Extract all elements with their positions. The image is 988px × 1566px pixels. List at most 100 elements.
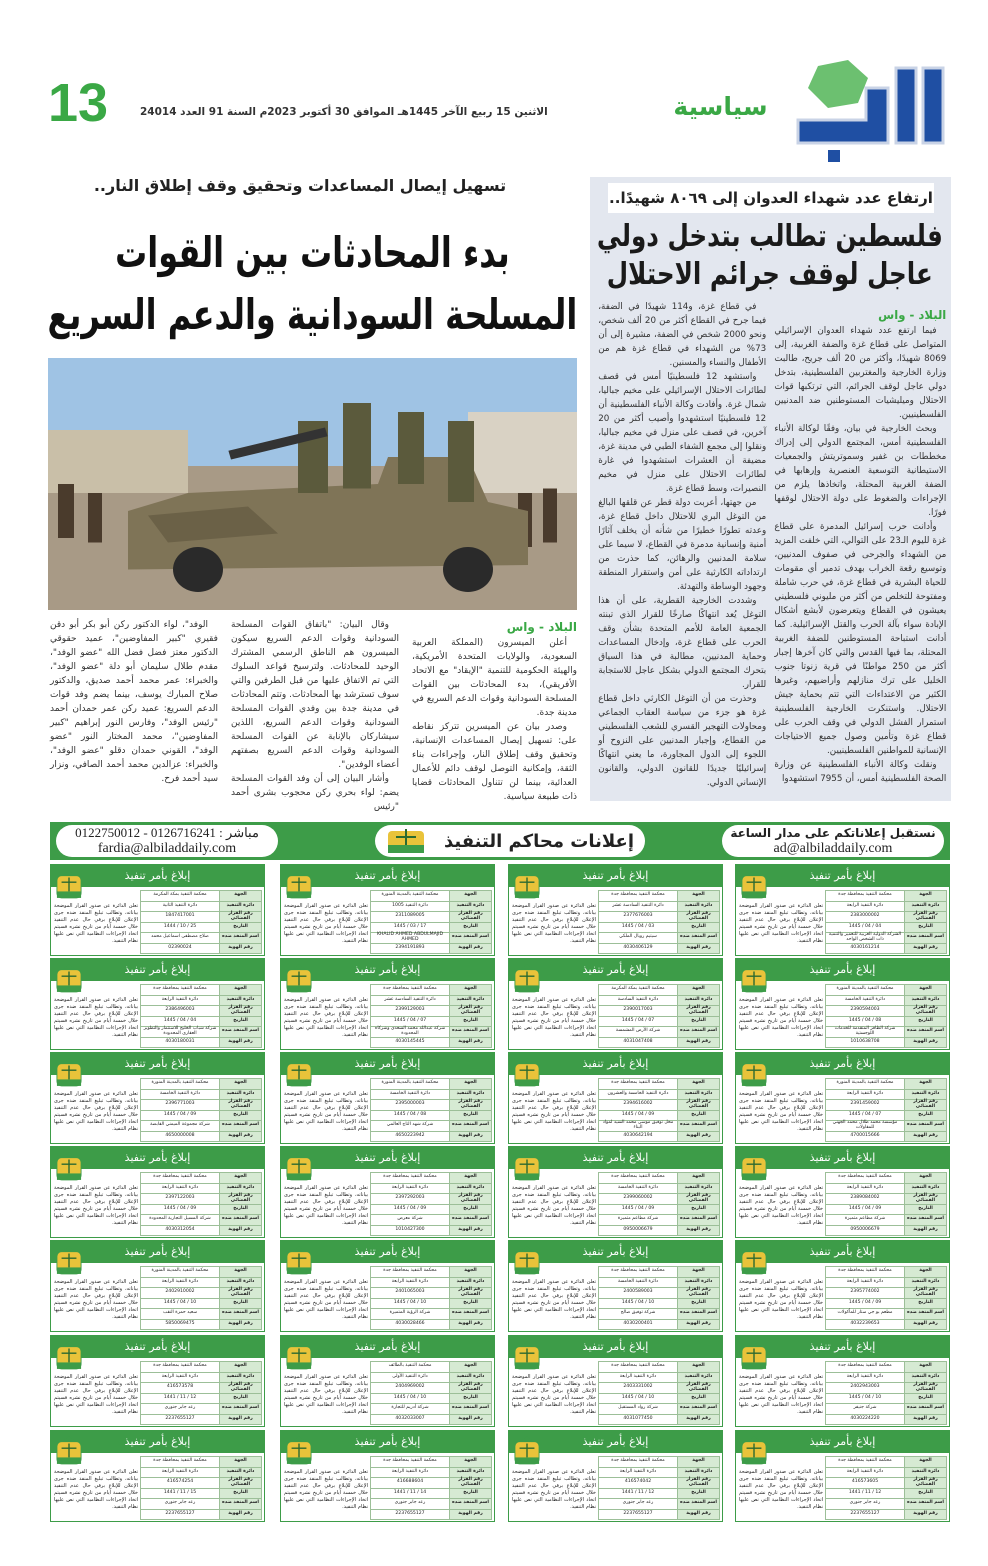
paragraph: الوفد"، لواء الدكتور ركن أبو بكر أبو دقن… xyxy=(50,620,218,784)
ad-notice: تعلن الدائرة عن صدور القرار الموضحة بيان… xyxy=(284,1091,368,1143)
ad-field-label: رقم القرار القضائي xyxy=(219,1005,262,1017)
ad-row: التاريخ 10 / 04 / 1445 xyxy=(140,1297,262,1310)
ad-field-value: 10 / 04 / 1445 xyxy=(140,1297,220,1310)
execution-notice-ad: إبلاغ بأمر تنفيذ تعلن الدائرة عن صدور ال… xyxy=(508,1240,723,1332)
ad-field-value: صلاح مصطفى اسماعيل محمد xyxy=(140,932,220,944)
ad-field-value: محكمة التنفيذ بمحافظة جدة xyxy=(140,1172,220,1184)
ad-row: الجهة محكمة التنفيذ بمحافظة جدة xyxy=(598,1078,720,1090)
ad-field-label: التاريخ xyxy=(904,921,947,934)
ad-field-label: اسم المنفذ ضده xyxy=(677,1403,720,1415)
ad-field-label: دائرة التنفيذ xyxy=(219,1088,262,1100)
ad-details-table: الجهة محكمة التنفيذ بمحافظة جدة دائرة التن… xyxy=(825,1266,947,1331)
ad-details-table: الجهة محكمة التنفيذ بمحافظة جدة دائرة التن… xyxy=(825,1172,947,1237)
ad-field-value: دائرة التنفيذ الرابعة xyxy=(825,1182,905,1194)
ad-notice-text: تعلن الدائرة عن صدور القرار الموضحة بيان… xyxy=(739,997,823,1038)
ad-field-value: دائرة التنفيذ الرابعة xyxy=(825,900,905,912)
ad-field-value: 2394616002 xyxy=(598,1099,678,1111)
ad-field-value: 2386496003 xyxy=(140,1005,220,1017)
ad-field-label: التاريخ xyxy=(219,1487,262,1500)
ad-row: اسم المنفذ ضده رعد جابر جنوري xyxy=(825,1498,947,1510)
court-emblem-icon xyxy=(56,1341,82,1370)
ad-field-value: 09 / 04 / 1445 xyxy=(140,1203,220,1216)
ad-row: اسم المنفذ ضده شركة توفيق صالح xyxy=(598,1308,720,1320)
ad-row: الجهة محكمة التنفيذ بمحافظة جدة xyxy=(825,1266,947,1278)
ad-field-value: دائرة التنفيذ الرابعة xyxy=(825,1088,905,1100)
ad-row: اسم المنفذ ضده KHALID AHMED ABDULMAJID AH… xyxy=(370,932,492,944)
ad-field-label: الجهة xyxy=(219,890,262,902)
ad-field-value: محكمة التنفيذ بمحافظة جدة xyxy=(598,1361,678,1373)
ad-row: رقم الهوية 4650000008 xyxy=(140,1130,262,1143)
ad-field-value: 03 / 04 / 1445 xyxy=(598,921,678,934)
ad-field-label: دائرة التنفيذ xyxy=(677,1466,720,1478)
ad-details-table: الجهة محكمة التنفيذ بالمدينة المنورة دائرة… xyxy=(140,1078,262,1143)
ad-field-label: رقم القرار القضائي xyxy=(677,1287,720,1299)
ad-field-value: محكمة التنفيذ بمحافظة جدة xyxy=(370,1266,450,1278)
ad-row: دائرة التنفيذ دائرة التنفيذ الرابعة xyxy=(140,1371,262,1383)
ad-row: دائرة التنفيذ دائرة التنفيذ الخامسة xyxy=(598,1182,720,1194)
ad-row: رقم القرار القضائي 2386496003 xyxy=(140,1005,262,1017)
execution-notice-ad: إبلاغ بأمر تنفيذ تعلن الدائرة عن صدور ال… xyxy=(280,1240,495,1332)
ad-notice: تعلن الدائرة عن صدور القرار الموضحة بيان… xyxy=(512,1185,596,1237)
ad-field-label: دائرة التنفيذ xyxy=(449,1182,492,1194)
ad-row: رقم الهوية 2237655127 xyxy=(140,1508,262,1521)
ad-field-value: 12 / 11 / 1441 xyxy=(825,1487,905,1500)
ads-email[interactable]: fardia@albiladdaily.com xyxy=(97,841,237,856)
ad-row: اسم المنفذ ضده رعد جابر جنوري xyxy=(598,1498,720,1510)
ad-field-value: دائرة التنفيذ السادسة xyxy=(598,994,678,1006)
court-emblem-icon xyxy=(514,1152,540,1181)
ad-notice: تعلن الدائرة عن صدور القرار الموضحة بيان… xyxy=(54,1374,138,1426)
ad-field-label: دائرة التنفيذ xyxy=(904,1466,947,1478)
column-inner: الوفد"، لواء الدكتور ركن أبو بكر أبو دقن… xyxy=(50,618,218,786)
right-article-panel xyxy=(590,177,951,801)
ad-title: إبلاغ بأمر تنفيذ xyxy=(509,1053,722,1075)
right-article-kicker-text: ارتفاع عدد شهداء العدوان إلى ٨٠٦٩ شهيدًا… xyxy=(609,189,933,207)
ad-field-label: الجهة xyxy=(449,1456,492,1468)
ad-title: إبلاغ بأمر تنفيذ xyxy=(736,1431,949,1453)
ad-field-value: دائرة التنفيذ الرابعة xyxy=(140,1276,220,1288)
ad-field-value: محل توفيق موسى محمد السيد لمواد البناء xyxy=(598,1120,678,1132)
ad-field-label: التاريخ xyxy=(219,1392,262,1405)
court-emblem-icon xyxy=(56,964,82,993)
ad-row: رقم القرار القضائي 2311089005 xyxy=(370,911,492,923)
right-article-kicker: ارتفاع عدد شهداء العدوان إلى ٨٠٦٩ شهيدًا… xyxy=(608,183,934,213)
ad-field-label: اسم المنفذ ضده xyxy=(904,1026,947,1038)
right-article-headline: فلسطين تطالب بتدخل دولي عاجل لوقف جرائم … xyxy=(595,218,945,296)
ad-field-value: شركة الأرض المشمسة xyxy=(598,1026,678,1038)
ad-title: إبلاغ بأمر تنفيذ xyxy=(736,865,949,887)
ad-field-value: شركة مطاعم متميزة xyxy=(825,1214,905,1226)
ad-details-table: الجهة محكمة التنفيذ بمحافظة جدة دائرة التن… xyxy=(140,1361,262,1426)
ad-field-label: دائرة التنفيذ xyxy=(219,1276,262,1288)
ad-field-label: رقم القرار القضائي xyxy=(904,1477,947,1489)
execution-notice-ad: إبلاغ بأمر تنفيذ تعلن الدائرة عن صدور ال… xyxy=(280,1146,495,1238)
ad-field-label: التاريخ xyxy=(449,1392,492,1405)
ad-field-label: اسم المنفذ ضده xyxy=(219,1498,262,1510)
ad-row: رقم القرار القضائي 2402943003 xyxy=(825,1382,947,1394)
right-article-col-2: في قطاع غزة، و114 شهيدًا في الضفة، فيما … xyxy=(598,300,766,790)
ad-field-value: 2399060002 xyxy=(598,1193,678,1205)
ad-field-value: دائرة التنفيذ الخامسة xyxy=(825,994,905,1006)
court-emblem-icon xyxy=(741,964,767,993)
ad-field-value: 14 / 11 / 1441 xyxy=(370,1487,450,1500)
court-emblem-icon xyxy=(741,870,767,899)
ad-field-value: 4030406129 xyxy=(598,942,678,955)
ad-field-value: 4032239653 xyxy=(825,1318,905,1331)
ad-field-label: رقم القرار القضائي xyxy=(904,1382,947,1394)
ad-field-value: محكمة التنفيذ بمحافظة جدة xyxy=(825,890,905,902)
ads-email[interactable]: ad@albiladdaily.com xyxy=(773,841,893,856)
ad-field-value: 2390017003 xyxy=(598,1005,678,1017)
ad-field-value: 10 / 04 / 1445 xyxy=(370,1392,450,1405)
ad-row: التاريخ 10 / 04 / 1445 xyxy=(370,1392,492,1405)
ad-notice: تعلن الدائرة عن صدور القرار الموضحة بيان… xyxy=(54,1469,138,1521)
ad-field-label: التاريخ xyxy=(449,1015,492,1028)
ad-field-label: الجهة xyxy=(904,1266,947,1278)
ad-field-label: رقم القرار القضائي xyxy=(219,1382,262,1394)
ad-notice-text: تعلن الدائرة عن صدور القرار الموضحة بيان… xyxy=(54,997,138,1038)
court-emblem-icon xyxy=(514,870,540,899)
court-emblem-icon xyxy=(56,870,82,899)
ad-row: رقم الهوية 4030161214 xyxy=(825,942,947,955)
ad-field-value: دائرة التنفيذ الرابعة xyxy=(370,1276,450,1288)
ad-details-table: الجهة محكمة التنفيذ بالمدينة المنورة دائرة… xyxy=(825,1078,947,1143)
ad-field-value: شركة الظافر المتقدمة للخدمات اللوجستية xyxy=(825,1026,905,1038)
ad-row: رقم الهوية 4031077450 xyxy=(598,1413,720,1426)
ad-notice: تعلن الدائرة عن صدور القرار الموضحة بيان… xyxy=(739,1374,823,1426)
